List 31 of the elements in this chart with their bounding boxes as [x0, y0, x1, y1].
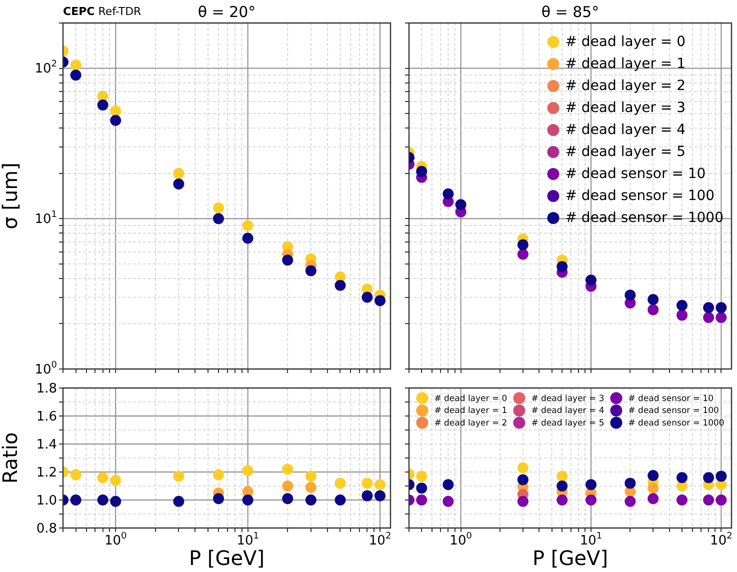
- legend-label: # dead layer = 4: [531, 406, 604, 416]
- y-tick-label: 1.6: [36, 409, 58, 424]
- x-axis-title: P [GeV]: [532, 546, 608, 570]
- legend-label: # dead sensor = 10: [565, 166, 706, 182]
- legend-label: # dead layer = 3: [565, 100, 686, 116]
- y-axis-title: σ [um]: [0, 162, 22, 230]
- x-axis-title: P [GeV]: [188, 546, 265, 570]
- legend-label: # dead sensor = 100: [628, 406, 719, 416]
- chart-title: θ = 20°: [198, 3, 256, 21]
- legend-label: # dead layer = 0: [434, 394, 508, 404]
- legend-label: # dead sensor = 10: [628, 394, 714, 404]
- legend-label: # dead layer = 2: [434, 418, 508, 428]
- legend-label: # dead sensor = 1000: [565, 210, 724, 226]
- legend-label: # dead layer = 1: [434, 406, 508, 416]
- y-tick-label: 1.0: [36, 493, 58, 508]
- y-tick-label: 0.8: [36, 521, 58, 536]
- legend-label: # dead layer = 1: [565, 56, 686, 72]
- legend-label: # dead sensor = 100: [565, 188, 715, 204]
- legend-label: # dead layer = 3: [531, 394, 604, 404]
- legend-label: # dead layer = 2: [565, 78, 686, 94]
- legend-label: # dead layer = 5: [531, 418, 604, 428]
- chart-title: θ = 85°: [541, 3, 600, 21]
- y-tick-label: 1.4: [36, 437, 58, 452]
- y-tick-label: 1.2: [36, 465, 58, 480]
- legend-label: # dead layer = 0: [565, 34, 686, 50]
- y-tick-label: 1.8: [36, 381, 58, 396]
- text: CEPC Ref-TDR: [63, 5, 142, 18]
- legend-label: # dead layer = 4: [565, 122, 686, 138]
- y-axis-title: Ratio: [0, 432, 22, 484]
- legend-label: # dead layer = 5: [565, 144, 686, 160]
- legend-label: # dead sensor = 1000: [628, 418, 724, 428]
